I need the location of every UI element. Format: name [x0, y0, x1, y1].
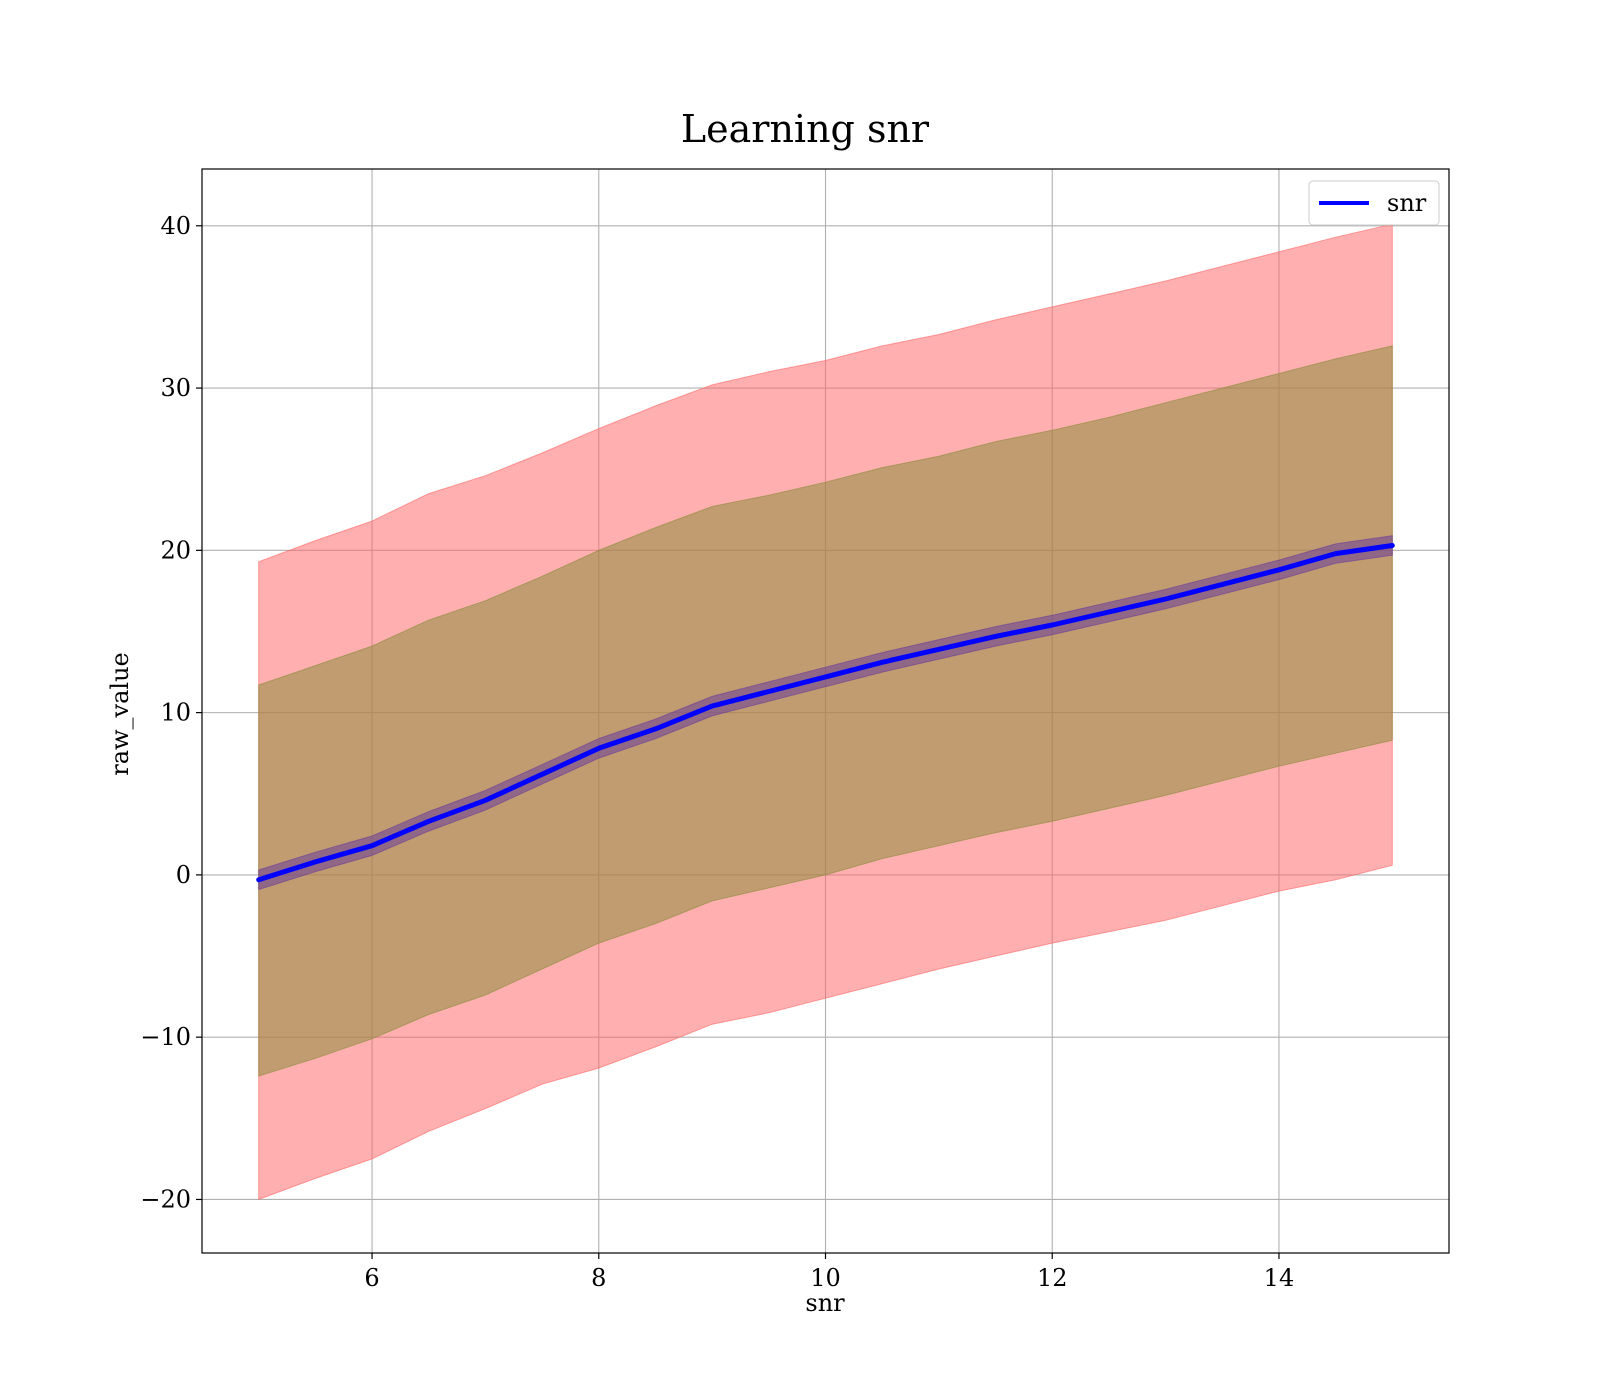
y-tick-label: 40	[160, 212, 191, 240]
y-tick-label: 30	[160, 374, 191, 402]
x-tick-label: 6	[364, 1264, 379, 1292]
series-lines	[256, 543, 1395, 883]
x-tick-label: 12	[1037, 1264, 1068, 1292]
y-tick-label: 20	[160, 536, 191, 564]
legend-label: snr	[1387, 189, 1427, 217]
x-tick-label: 14	[1264, 1264, 1295, 1292]
legend: snr	[1308, 180, 1440, 226]
chart-title: Learning snr	[681, 107, 930, 151]
y-tick-label: −20	[140, 1185, 191, 1213]
x-tick-label: 10	[810, 1264, 841, 1292]
y-axis-ticks: −20 −10 0 10 20 30 40	[140, 212, 202, 1213]
y-tick-label: −10	[140, 1023, 191, 1051]
y-tick-label: 0	[176, 861, 191, 889]
y-axis-label: raw_value	[106, 652, 134, 776]
legend-box	[1308, 180, 1440, 226]
x-axis-label: snr	[805, 1289, 845, 1317]
band-middle	[258, 345, 1393, 1077]
x-tick-label: 8	[591, 1264, 606, 1292]
y-tick-label: 10	[160, 699, 191, 727]
series-line-snr	[256, 543, 1395, 883]
x-axis-ticks: 6 8 10 12 14	[364, 1253, 1294, 1292]
